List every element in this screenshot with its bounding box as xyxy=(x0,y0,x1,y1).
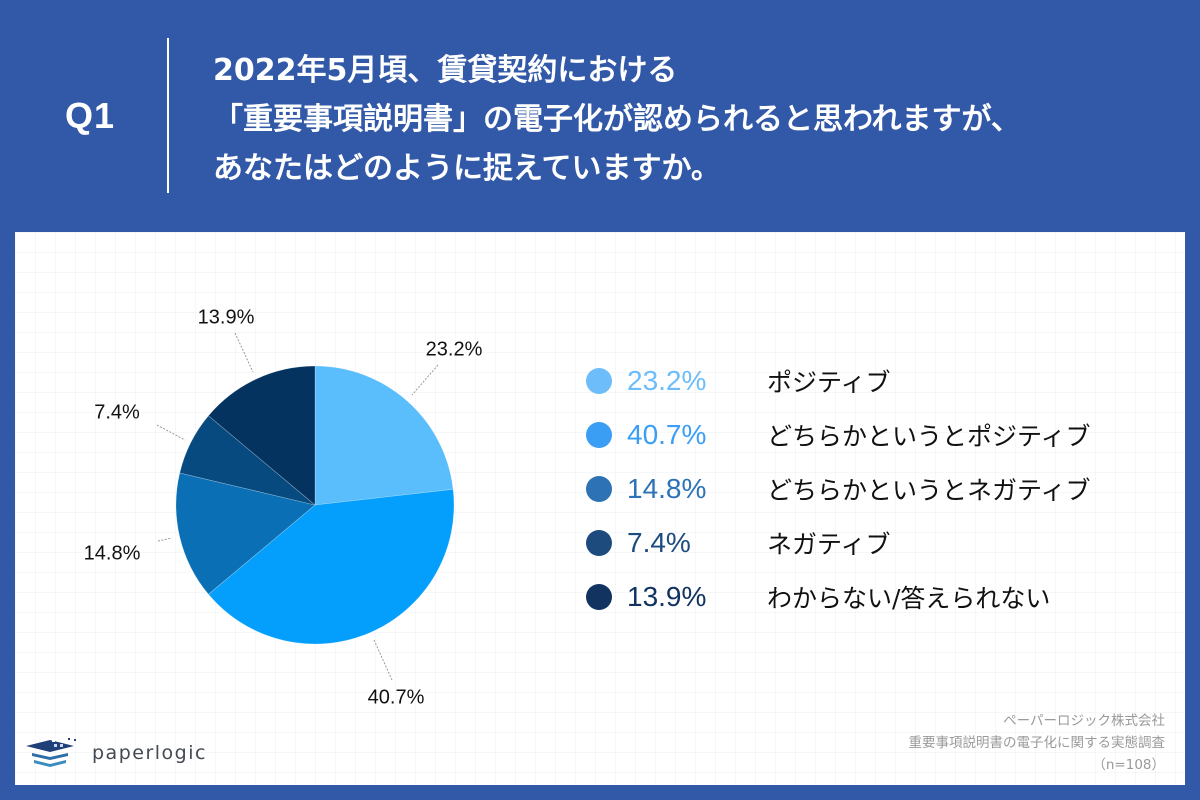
legend-item-somewhat-positive: 40.7% どちらかというとポジティブ xyxy=(586,415,1091,455)
pie-slice-dont-know xyxy=(208,365,316,506)
pie-slice-positive xyxy=(314,365,454,506)
question-line-1: 2022年5月頃、賃貸契約における xyxy=(213,53,678,88)
pie-slice-somewhat-positive xyxy=(208,488,455,645)
legend-item-somewhat-negative: 14.8% どちらかというとネガティブ xyxy=(586,469,1091,509)
pie-slice-somewhat-negative xyxy=(175,472,316,595)
leader-line-14-8 xyxy=(157,537,173,542)
legend-label: ポジティブ xyxy=(767,368,891,397)
question-text: 2022年5月頃、賃貸契約における 「重要事項説明書」の電子化が認められると思わ… xyxy=(213,46,1021,193)
pie-label-dont-know: 13.9% xyxy=(197,306,255,329)
pie-label-negative: 7.4% xyxy=(94,401,140,424)
survey-source: ペーパーロジック株式会社 重要事項説明書の電子化に関する実態調査 （n=108） xyxy=(909,710,1166,776)
legend-dot-icon xyxy=(586,476,612,502)
pie-label-positive: 23.2% xyxy=(425,338,483,361)
pie-slice-negative xyxy=(179,415,316,506)
legend-percent: 13.9% xyxy=(627,581,707,612)
legend-label: ネガティブ xyxy=(767,530,891,559)
question-number: Q1 xyxy=(64,95,116,136)
legend-dot-icon xyxy=(586,422,612,448)
leader-line-7-4 xyxy=(156,424,186,441)
question-line-2: 「重要事項説明書」の電子化が認められると思われますが、 xyxy=(213,102,1021,137)
paperlogic-logo: paperlogic xyxy=(24,737,207,769)
legend-percent: 14.8% xyxy=(627,473,707,504)
sample-size: （n=108） xyxy=(1092,757,1165,773)
legend-label: どちらかというとネガティブ xyxy=(767,476,1091,505)
survey-title: 重要事項説明書の電子化に関する実態調査 xyxy=(908,735,1166,751)
legend-percent: 7.4% xyxy=(627,527,691,558)
leader-line-23-2 xyxy=(411,364,439,396)
legend-percent: 40.7% xyxy=(627,419,707,450)
logo-text: paperlogic xyxy=(92,742,207,764)
pie-label-somewhat-positive: 40.7% xyxy=(367,686,425,709)
legend-dot-icon xyxy=(586,584,612,610)
legend-item-dont-know: 13.9% わからない/答えられない xyxy=(586,577,1050,617)
company-name: ペーパーロジック株式会社 xyxy=(1003,713,1165,729)
leader-line-13-9 xyxy=(234,332,254,373)
legend-label: わからない/答えられない xyxy=(767,584,1051,613)
legend-percent: 23.2% xyxy=(627,365,707,396)
pie-label-somewhat-negative: 14.8% xyxy=(83,542,141,565)
legend-dot-icon xyxy=(586,368,612,394)
legend-dot-icon xyxy=(586,530,612,556)
paperlogic-logo-icon xyxy=(26,738,76,767)
legend-label: どちらかというとポジティブ xyxy=(767,422,1091,451)
leader-line-40-7 xyxy=(373,639,393,681)
question-line-3: あなたはどのように捉えていますか。 xyxy=(213,151,721,186)
header-banner: Q1 2022年5月頃、賃貸契約における 「重要事項説明書」の電子化が認められる… xyxy=(0,0,1200,232)
legend-item-positive: 23.2% ポジティブ xyxy=(586,361,891,401)
pie-slices xyxy=(175,365,455,645)
header-divider xyxy=(167,38,169,193)
legend-item-negative: 7.4% ネガティブ xyxy=(586,523,891,563)
leader-lines xyxy=(156,332,439,681)
